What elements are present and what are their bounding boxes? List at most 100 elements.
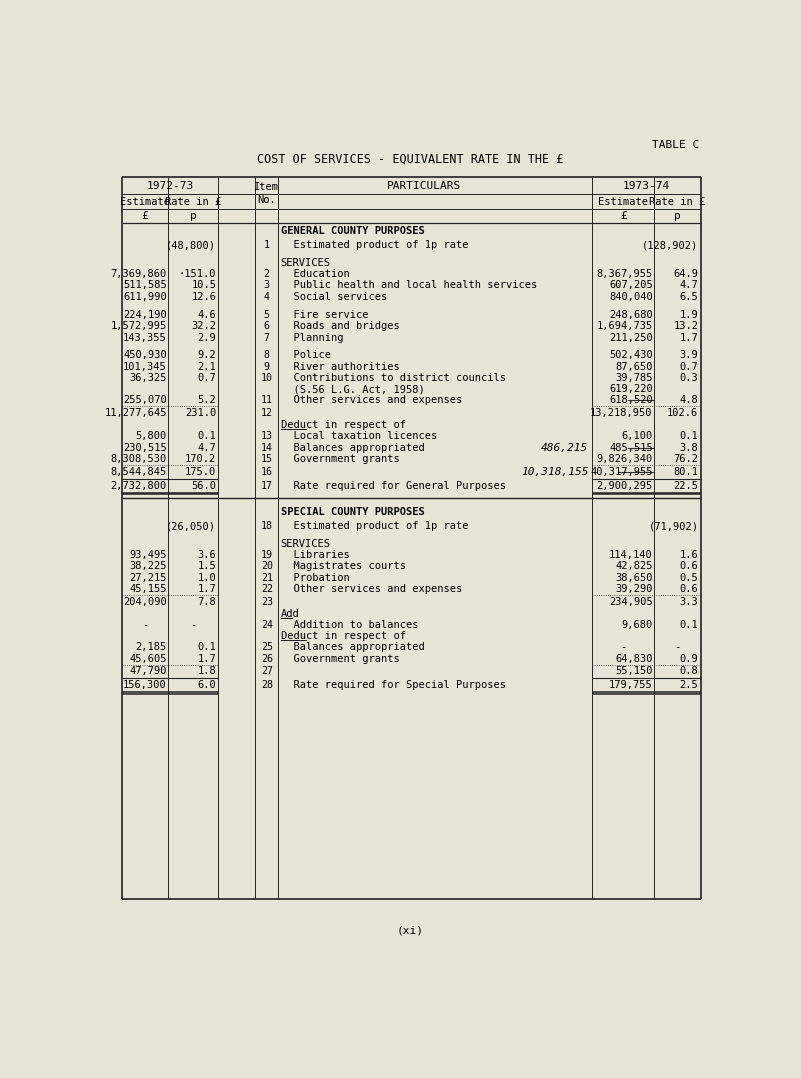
Text: 0.1: 0.1 <box>198 431 216 441</box>
Text: 4.7: 4.7 <box>680 280 698 290</box>
Text: 1,694,735: 1,694,735 <box>597 321 653 331</box>
Text: Rate required for Special Purposes: Rate required for Special Purposes <box>280 680 505 690</box>
Text: Item
No.: Item No. <box>254 182 280 205</box>
Text: 19: 19 <box>261 550 273 559</box>
Text: 156,300: 156,300 <box>123 680 167 690</box>
Text: 5.2: 5.2 <box>198 395 216 405</box>
Text: 175.0: 175.0 <box>185 467 216 476</box>
Text: Government grants: Government grants <box>280 653 400 664</box>
Text: 20: 20 <box>261 562 273 571</box>
Text: (S.56 L.G. Act, 1958): (S.56 L.G. Act, 1958) <box>280 384 425 395</box>
Text: GENERAL COUNTY PURPOSES: GENERAL COUNTY PURPOSES <box>280 226 425 236</box>
Text: -: - <box>190 620 196 630</box>
Text: 114,140: 114,140 <box>609 550 653 559</box>
Text: 1.6: 1.6 <box>680 550 698 559</box>
Text: 6.0: 6.0 <box>198 680 216 690</box>
Text: 11: 11 <box>261 395 273 405</box>
Text: Estimated product of 1p rate: Estimated product of 1p rate <box>280 522 469 531</box>
Text: 0.1: 0.1 <box>680 620 698 630</box>
Text: Probation: Probation <box>280 572 349 583</box>
Text: 13.2: 13.2 <box>674 321 698 331</box>
Text: 17: 17 <box>261 481 273 490</box>
Text: (48,800): (48,800) <box>167 240 216 250</box>
Text: COST OF SERVICES - EQUIVALENT RATE IN THE £: COST OF SERVICES - EQUIVALENT RATE IN TH… <box>257 152 563 165</box>
Text: 2,185: 2,185 <box>135 642 167 652</box>
Text: (xi): (xi) <box>396 925 424 935</box>
Text: 5: 5 <box>264 309 270 319</box>
Text: 3: 3 <box>264 280 270 290</box>
Text: 6,100: 6,100 <box>622 431 653 441</box>
Text: Libraries: Libraries <box>280 550 349 559</box>
Text: Education: Education <box>280 268 349 279</box>
Text: 9,680: 9,680 <box>622 620 653 630</box>
Text: 87,650: 87,650 <box>615 362 653 372</box>
Text: 231.0: 231.0 <box>185 407 216 417</box>
Text: 248,680: 248,680 <box>609 309 653 319</box>
Text: Addition to balances: Addition to balances <box>280 620 418 630</box>
Text: Local taxation licences: Local taxation licences <box>280 431 437 441</box>
Text: 24: 24 <box>261 620 273 630</box>
Text: 4.8: 4.8 <box>680 395 698 405</box>
Text: 15: 15 <box>261 454 273 465</box>
Text: 7.8: 7.8 <box>198 597 216 607</box>
Text: 8,308,530: 8,308,530 <box>111 454 167 465</box>
Text: 10: 10 <box>261 373 273 384</box>
Text: 42,825: 42,825 <box>615 562 653 571</box>
Text: 32.2: 32.2 <box>191 321 216 331</box>
Text: Estimate: Estimate <box>120 197 170 207</box>
Text: Rate required for General Purposes: Rate required for General Purposes <box>280 481 505 490</box>
Text: 224,190: 224,190 <box>123 309 167 319</box>
Text: 511,585: 511,585 <box>123 280 167 290</box>
Text: 5,800: 5,800 <box>135 431 167 441</box>
Text: 28: 28 <box>261 680 273 690</box>
Text: (26,050): (26,050) <box>167 522 216 531</box>
Text: 211,250: 211,250 <box>609 333 653 343</box>
Text: 0.7: 0.7 <box>198 373 216 384</box>
Text: 22: 22 <box>261 584 273 594</box>
Text: -: - <box>674 642 681 652</box>
Text: 9.2: 9.2 <box>198 350 216 360</box>
Text: 13: 13 <box>261 431 273 441</box>
Text: SERVICES: SERVICES <box>280 258 331 267</box>
Text: 64.9: 64.9 <box>674 268 698 279</box>
Text: Roads and bridges: Roads and bridges <box>280 321 400 331</box>
Text: ·151.0: ·151.0 <box>179 268 216 279</box>
Text: 12: 12 <box>261 407 273 417</box>
Text: 39,290: 39,290 <box>615 584 653 594</box>
Text: 170.2: 170.2 <box>185 454 216 465</box>
Text: Balances appropriated: Balances appropriated <box>280 443 425 453</box>
Text: River authorities: River authorities <box>280 362 400 372</box>
Text: 485,515: 485,515 <box>609 443 653 453</box>
Text: p: p <box>190 211 196 221</box>
Text: 12.6: 12.6 <box>191 292 216 302</box>
Text: 1.7: 1.7 <box>198 653 216 664</box>
Text: 2,900,295: 2,900,295 <box>597 481 653 490</box>
Text: 2.5: 2.5 <box>680 680 698 690</box>
Text: (71,902): (71,902) <box>649 522 698 531</box>
Text: 0.5: 0.5 <box>680 572 698 583</box>
Text: 8: 8 <box>264 350 270 360</box>
Text: 0.6: 0.6 <box>680 562 698 571</box>
Text: 3.9: 3.9 <box>680 350 698 360</box>
Text: 47,790: 47,790 <box>129 666 167 676</box>
Text: 2.1: 2.1 <box>198 362 216 372</box>
Text: 27: 27 <box>261 666 273 676</box>
Text: Fire service: Fire service <box>280 309 368 319</box>
Text: Rate in £: Rate in £ <box>165 197 221 207</box>
Text: 234,905: 234,905 <box>609 597 653 607</box>
Text: 25: 25 <box>261 642 273 652</box>
Text: 840,040: 840,040 <box>609 292 653 302</box>
Text: 101,345: 101,345 <box>123 362 167 372</box>
Text: 255,070: 255,070 <box>123 395 167 405</box>
Text: p: p <box>674 211 681 221</box>
Text: Rate in £: Rate in £ <box>650 197 706 207</box>
Text: Planning: Planning <box>280 333 343 343</box>
Text: 2: 2 <box>264 268 270 279</box>
Text: 64,830: 64,830 <box>615 653 653 664</box>
Text: 0.7: 0.7 <box>680 362 698 372</box>
Text: 13,218,950: 13,218,950 <box>590 407 653 417</box>
Text: 1.7: 1.7 <box>198 584 216 594</box>
Text: 0.1: 0.1 <box>680 431 698 441</box>
Text: Other services and expenses: Other services and expenses <box>280 395 462 405</box>
Text: 607,205: 607,205 <box>609 280 653 290</box>
